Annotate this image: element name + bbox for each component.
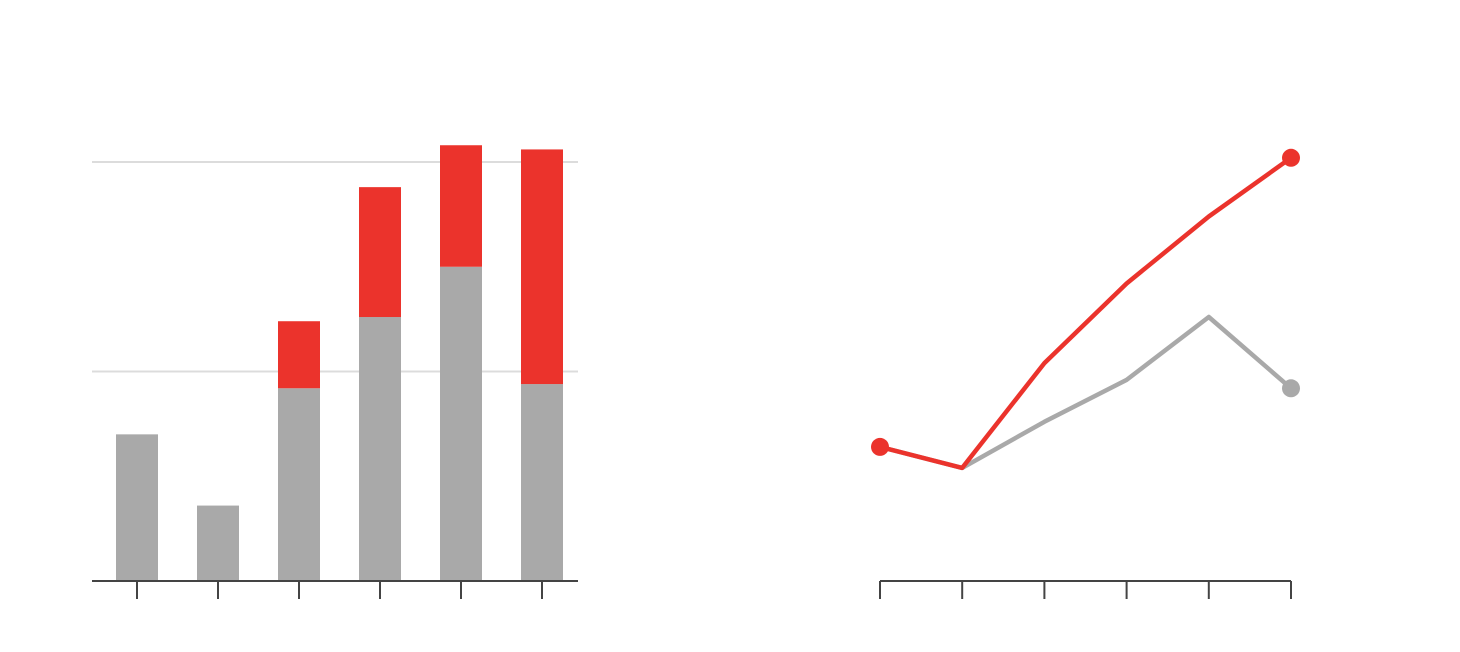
bar-segment <box>440 266 482 581</box>
bar-segment <box>440 145 482 267</box>
series-marker <box>1282 148 1300 167</box>
series-marker <box>871 437 889 456</box>
bar-segment <box>359 187 401 318</box>
series-line <box>877 155 1294 471</box>
stacked-bar-chart <box>92 145 578 599</box>
series-line <box>877 314 1294 471</box>
bar-segment <box>278 388 320 581</box>
bar-segment <box>116 434 158 581</box>
bar-segment <box>278 321 320 389</box>
bar-segment <box>359 317 401 581</box>
line-chart <box>871 148 1300 599</box>
series-marker <box>1282 379 1300 398</box>
bar-segment <box>197 505 239 581</box>
bar-segment <box>521 384 563 581</box>
bar-segment <box>521 149 563 385</box>
